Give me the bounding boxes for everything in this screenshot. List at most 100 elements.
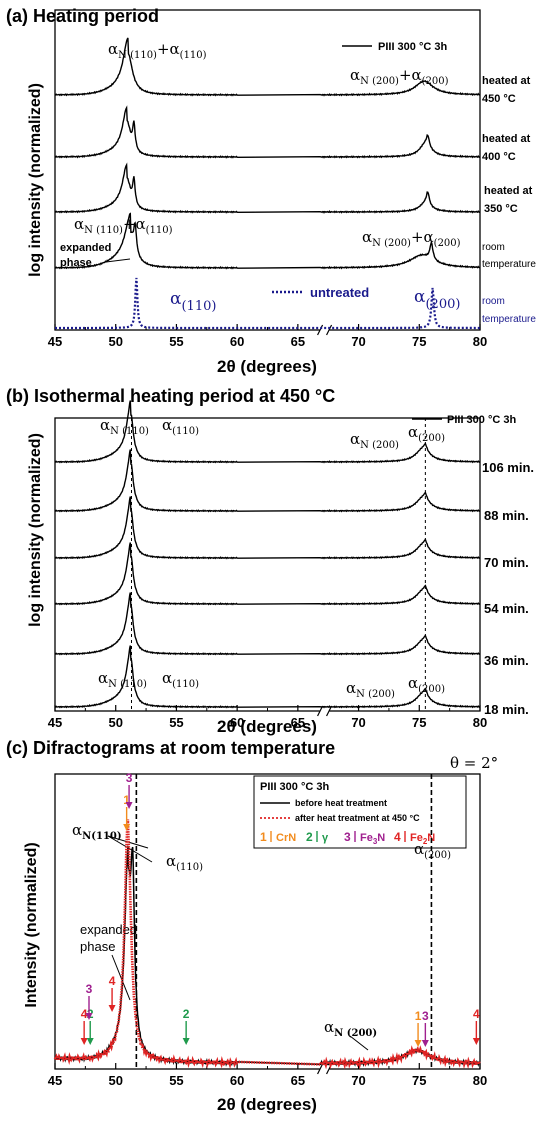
panel-c-legend-title: PIII 300 °C 3h [260, 781, 329, 793]
panel-a-label-350-l1: heated at [484, 185, 533, 197]
panel-c-phase-marker-label: 1 [415, 1009, 422, 1023]
panel-c-xtick-label: 65 [291, 1073, 305, 1088]
panel-a-anno-mid-right: αN (200)+α(200) [362, 228, 461, 249]
panel-a-xtick-label: 70 [351, 334, 365, 349]
panel-b-xlabel: 2θ (degrees) [217, 717, 317, 736]
panel-a-xtick-label: 55 [169, 334, 183, 349]
panel-c-phase-marker-arrowhead [123, 824, 131, 831]
panel-a-anno-untreated-200: α(200) [414, 287, 460, 312]
panel-c-expanded-l2: phase [80, 939, 115, 954]
panel-b-curve-0 [54, 400, 481, 464]
panel-a-label-350-l2: 350 °C [484, 203, 518, 215]
panel-c-phase-marker-label: 3 [86, 982, 93, 996]
panel-a-axis-break-mark [317, 324, 324, 336]
panel-c-legend-phase-number: 2 [306, 830, 313, 844]
panel-b-legend-solid: PIII 300 °C 3h [447, 414, 516, 426]
panel-c-anno-a200: α(200) [414, 840, 451, 861]
panel-b-curve-2 [54, 496, 481, 560]
panel-c-curve-before [54, 845, 481, 1068]
panel-a-xtick-label: 60 [230, 334, 244, 349]
panel-c-axis-break-mark [317, 1063, 324, 1075]
panel-a-legend-dotted: untreated [310, 285, 369, 300]
panel-a-ylabel: log intensity (normalized) [27, 83, 44, 277]
panel-b-anno-top-aN200: αN (200) [350, 430, 399, 451]
panel-c-phase-marker-arrowhead [472, 1038, 480, 1045]
panel-c-legend-dotted: after heat treatment at 450 °C [295, 813, 420, 823]
panel-b-curve-4 [54, 592, 481, 656]
panel-c-phase-marker-label: 1 [123, 793, 130, 807]
panel-c-phase-marker-label: 4 [473, 1007, 480, 1021]
panel-a-curve-untreated [55, 277, 480, 330]
panel-c-phase-marker-label: 3 [422, 1009, 429, 1023]
panel-a-axis-break-gap [319, 325, 330, 335]
panel-b-label-36: 36 min. [484, 653, 529, 668]
panel-c-phase-marker-arrowhead [421, 1040, 429, 1047]
panel-c-legend-phase-name: CrN [276, 832, 296, 844]
panel-a-xtick-label: 80 [473, 334, 487, 349]
panel-b-xtick-label: 65 [291, 715, 305, 730]
panel-c-anno-a110: α(110) [166, 852, 203, 873]
panel-c-xtick-label: 60 [230, 1073, 244, 1088]
panel-b-anno-top-a200: α(200) [408, 423, 445, 444]
panel-c-xtick-label: 55 [169, 1073, 183, 1088]
panel-c-xtick-label: 70 [351, 1073, 365, 1088]
panel-a-legend-solid: PIII 300 °C 3h [378, 41, 447, 53]
panel-b-xtick-label: 60 [230, 715, 244, 730]
panel-c-xtick-label: 75 [412, 1073, 426, 1088]
panel-b-axis-break-gap [319, 706, 330, 716]
panel-c-phase-marker-label: 3 [126, 771, 133, 785]
panel-c-expanded-l1: expanded [80, 922, 137, 937]
panel-c-phase-marker-arrowhead [182, 1038, 190, 1045]
panel-a-xlabel: 2θ (degrees) [217, 357, 317, 376]
panel-a-label-450-l1: heated at [482, 75, 531, 87]
panel-c-anno-aN200: αN (200) [324, 1018, 377, 1039]
panel-a-xtick-label: 50 [108, 334, 122, 349]
panel-a-xtick-label: 45 [48, 334, 62, 349]
panel-a-curve-3 [54, 212, 481, 270]
panel-a-label-400-l1: heated at [482, 133, 531, 145]
panel-c-legend-box [253, 775, 467, 849]
panel-c-xlabel: 2θ (degrees) [217, 1095, 317, 1114]
panel-a-label-room-l1: room [482, 242, 505, 253]
panel-b-curve-1 [54, 449, 481, 513]
panel-c-legend-phase-number: 1 [260, 830, 267, 844]
panel-c-xtick-label: 50 [108, 1073, 122, 1088]
panel-c-phase-marker-arrowhead [414, 1040, 422, 1047]
panel-c-legend-solid: before heat treatment [295, 798, 387, 808]
panel-c-expanded-pointer [111, 954, 131, 1001]
panel-a-xtick-label: 65 [291, 334, 305, 349]
panel-b-label-18: 18 min. [484, 702, 529, 717]
panel-b-xtick-label: 45 [48, 715, 62, 730]
panel-b-xtick-label: 80 [473, 715, 487, 730]
panel-c: (c) Difractograms at room temperature θ … [6, 738, 498, 1114]
panel-b-anno-bot-a200: α(200) [408, 674, 445, 695]
panel-b-label-70: 70 min. [484, 555, 529, 570]
panel-b-ylabel: log intensity (normalized) [27, 433, 44, 627]
panel-a-curve-0 [54, 37, 481, 97]
panel-a-label-untreated-l2: temperature [482, 314, 536, 325]
panel-b-anno-top-a110: α(110) [162, 416, 199, 437]
panel-c-phase-marker-arrowhead [85, 1013, 93, 1020]
panel-c-legend-phase-number: 3 [344, 830, 351, 844]
panel-a-expanded-pointer [105, 258, 131, 263]
panel-a-expanded-l1: expanded [60, 242, 111, 254]
panel-b-xtick-label: 55 [169, 715, 183, 730]
panel-a-curve-2 [54, 162, 481, 214]
panel-b-label-88: 88 min. [484, 508, 529, 523]
panel-c-phase-marker-arrowhead [108, 1005, 116, 1012]
panel-c-title: (c) Difractograms at room temperature [6, 738, 335, 758]
panel-a-curve-1 [54, 105, 481, 159]
panel-c-phase-marker-label: 2 [183, 1007, 190, 1021]
panel-b-anno-bot-a110: α(110) [162, 669, 199, 690]
panel-a-axis-break-mark [326, 324, 333, 336]
panel-b-anno-top-aN110: αN (110) [100, 416, 149, 437]
panel-c-phase-marker-arrowhead [125, 802, 133, 809]
panel-b-curve-5 [54, 645, 481, 709]
panel-c-legend-phase-name: γ [322, 832, 329, 844]
panel-c-phase-marker-arrowhead [80, 1038, 88, 1045]
panel-c-anno-aN110: αN(110) [72, 821, 122, 842]
panel-c-phase-marker-label: 4 [81, 1007, 88, 1021]
panel-a-label-room-l2: temperature [482, 259, 536, 270]
panel-b-xtick-label: 75 [412, 715, 426, 730]
panel-a-title: (a) Heating period [6, 6, 159, 26]
